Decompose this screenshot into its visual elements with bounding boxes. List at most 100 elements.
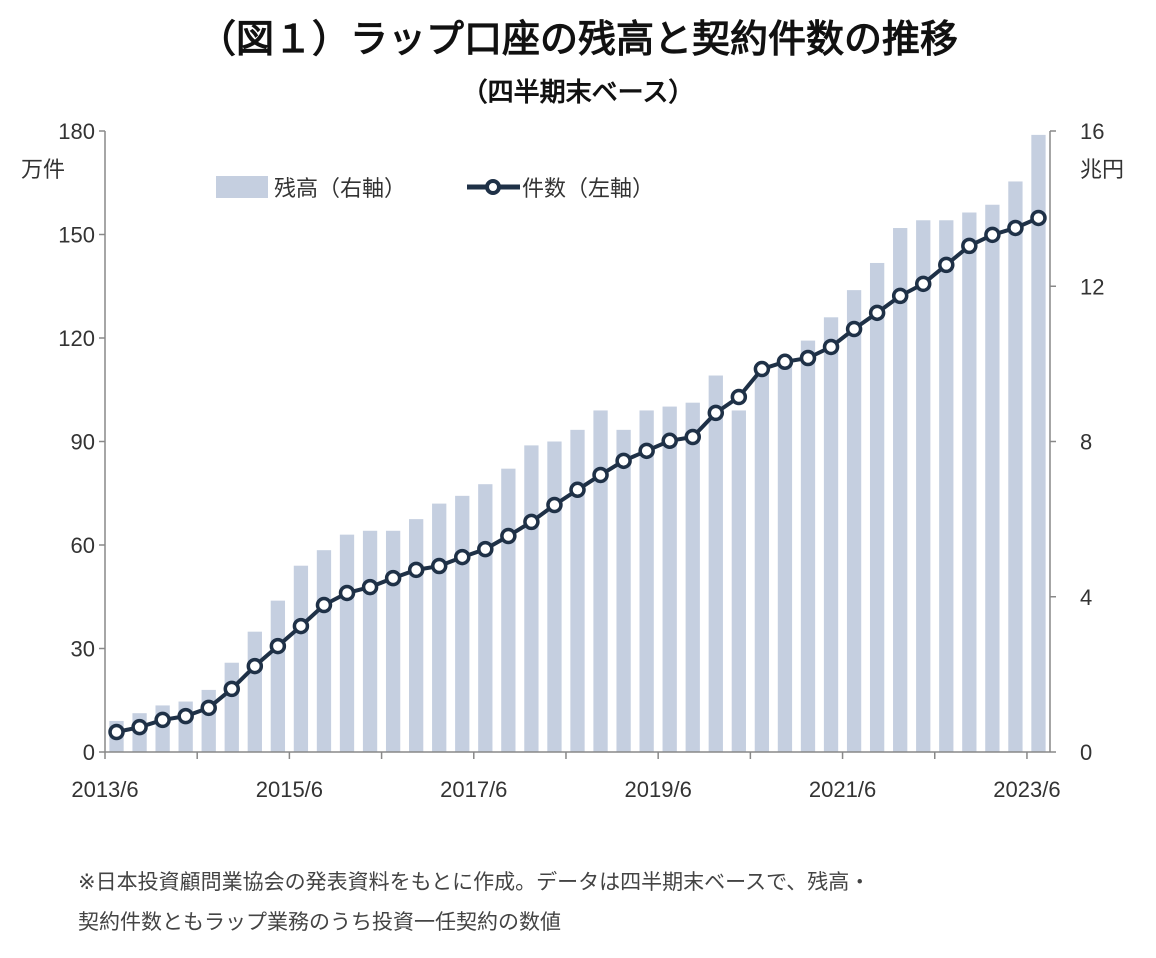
right-tick-label: 4 — [1080, 585, 1092, 610]
count-point-2020/9 — [776, 353, 794, 371]
bar-2022/6 — [939, 220, 954, 753]
count-point-2017/6 — [477, 540, 494, 558]
count-point-2019/12 — [707, 404, 725, 422]
count-point-2023/3 — [1007, 219, 1024, 237]
count-point-2017/3 — [454, 548, 471, 566]
bar-2019/9 — [685, 402, 700, 752]
bar-2016/6 — [385, 530, 401, 752]
count-point-2018/6 — [569, 481, 586, 499]
bar-2016/3 — [362, 530, 378, 752]
bar-2019/3 — [639, 410, 654, 752]
bar-2018/3 — [547, 441, 562, 752]
left-tick-label: 120 — [58, 326, 95, 351]
bar-2017/6 — [478, 484, 493, 752]
count-point-2022/6 — [938, 256, 955, 274]
count-point-2015/12 — [338, 584, 356, 602]
bar-2020/3 — [731, 410, 746, 752]
bar-2020/12 — [800, 340, 816, 752]
bar-2015/12 — [339, 534, 355, 752]
count-point-2023/6 — [1030, 209, 1047, 227]
count-point-2014/6 — [200, 699, 217, 717]
bar-2014/12 — [247, 631, 262, 752]
left-tick-label: 30 — [71, 637, 95, 662]
bar-2021/9 — [869, 262, 885, 752]
x-tick-label: 2013/6 — [71, 777, 138, 802]
footnote-line-1: ※日本投資顧問業協会の発表資料をもとに作成。データは四半期末ベースで、残高・ — [78, 871, 871, 894]
bar-2015/6 — [293, 565, 309, 752]
count-point-2022/12 — [984, 226, 1001, 244]
x-tick-label: 2021/6 — [809, 777, 876, 802]
bar-2021/3 — [823, 317, 839, 752]
count-point-2016/3 — [361, 578, 379, 596]
legend-bar-swatch — [216, 176, 268, 198]
count-point-2013/9 — [131, 718, 148, 736]
bar-2018/9 — [593, 410, 608, 752]
bar-2018/6 — [570, 429, 585, 752]
left-tick-label: 0 — [83, 740, 95, 765]
bar-2016/9 — [409, 519, 424, 752]
bar-2014/9 — [224, 662, 239, 752]
count-point-2022/9 — [961, 237, 978, 255]
bar-2017/3 — [455, 495, 470, 752]
left-tick-label: 180 — [58, 119, 95, 144]
x-tick-label: 2015/6 — [256, 777, 323, 802]
count-point-2021/12 — [891, 287, 909, 305]
right-tick-label: 12 — [1080, 274, 1104, 299]
bar-2020/6 — [754, 367, 770, 752]
footnote-line-2: 契約件数ともラップ業務のうち投資一任契約の数値 — [78, 911, 561, 934]
count-point-2015/3 — [269, 637, 287, 655]
right-tick-label: 16 — [1080, 119, 1104, 144]
count-point-2021/3 — [822, 338, 840, 356]
count-point-2020/12 — [799, 349, 817, 367]
bar-2015/3 — [270, 600, 286, 752]
left-axis-unit: 万件 — [21, 157, 65, 182]
count-point-2022/3 — [914, 275, 932, 293]
bar-2019/12 — [708, 375, 723, 752]
count-point-2016/6 — [384, 569, 402, 587]
count-point-2018/9 — [592, 466, 609, 484]
count-point-2018/3 — [546, 496, 563, 514]
count-point-2019/3 — [638, 442, 655, 460]
count-point-2020/6 — [753, 360, 771, 378]
bar-2022/3 — [916, 220, 931, 753]
bar-2017/9 — [501, 468, 516, 752]
count-point-2014/3 — [177, 707, 194, 725]
legend-line-marker — [485, 179, 501, 195]
right-tick-label: 0 — [1080, 740, 1092, 765]
x-tick-label: 2023/6 — [993, 777, 1060, 802]
count-point-2017/9 — [500, 527, 517, 545]
x-tick-label: 2017/6 — [440, 777, 507, 802]
count-point-2014/9 — [223, 680, 241, 698]
bar-2022/12 — [985, 204, 1000, 752]
right-tick-label: 8 — [1080, 430, 1092, 455]
left-tick-label: 60 — [71, 533, 95, 558]
count-point-2019/6 — [661, 432, 678, 450]
count-point-2013/12 — [154, 711, 171, 729]
count-point-2017/12 — [523, 513, 540, 531]
count-point-2020/3 — [730, 388, 748, 406]
count-point-2016/12 — [430, 557, 448, 575]
bar-2021/12 — [893, 228, 908, 752]
bar-2016/12 — [432, 503, 447, 752]
count-point-2018/12 — [615, 452, 632, 470]
count-point-2014/12 — [246, 657, 264, 675]
left-tick-label: 150 — [58, 223, 95, 248]
bar-2017/12 — [524, 445, 539, 752]
legend-bar-label: 残高（右軸） — [274, 176, 406, 201]
bar-2015/9 — [316, 550, 332, 752]
count-point-2021/9 — [868, 304, 886, 322]
bar-2021/6 — [846, 290, 862, 752]
count-point-2021/6 — [845, 320, 863, 338]
count-point-2013/6 — [108, 723, 125, 741]
count-point-2019/9 — [684, 428, 701, 446]
right-axis-unit: 兆円 — [1080, 157, 1124, 182]
legend: 残高（右軸） 件数（左軸） — [216, 176, 654, 201]
count-point-2016/9 — [407, 561, 425, 579]
bar-2022/9 — [962, 212, 977, 753]
bar-2019/6 — [662, 406, 677, 752]
count-point-2015/6 — [292, 617, 310, 635]
bar-2023/6 — [1031, 134, 1046, 753]
bar-2018/12 — [616, 429, 631, 752]
left-tick-label: 90 — [71, 430, 95, 455]
